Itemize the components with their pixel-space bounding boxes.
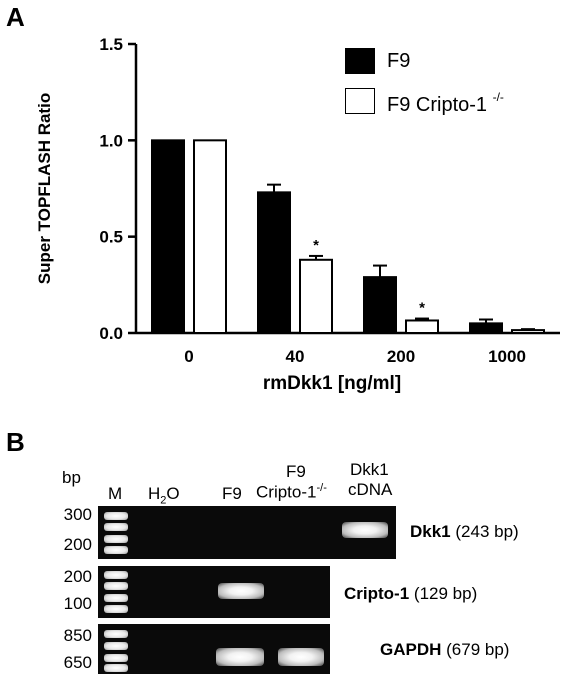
ladder-band — [104, 523, 128, 531]
legend-swatch-ko — [345, 88, 375, 114]
ladder-band — [104, 654, 128, 662]
gene-label-gapdh: GAPDH (679 bp) — [380, 640, 509, 660]
gene-label-cripto1: Cripto-1 (129 bp) — [344, 584, 477, 604]
x-tick-label: 200 — [387, 347, 415, 366]
bar-f9-1000 — [470, 323, 502, 333]
gel-row-dkk1 — [98, 506, 396, 559]
bp-label-row3-bottom: 650 — [48, 653, 92, 673]
gel-row-gapdh — [98, 624, 330, 674]
lane-label-h2o: H2O — [148, 484, 180, 506]
legend: F9 F9 Cripto-1 -/- — [345, 48, 555, 120]
bp-label-row1-bottom: 200 — [48, 535, 92, 555]
ladder-band — [104, 664, 128, 672]
ladder-band — [104, 582, 128, 590]
lane-label-dkk-line2: cDNA — [348, 480, 392, 500]
lane-label-h2o-o: O — [166, 484, 179, 503]
gene-size-dkk1: (243 bp) — [455, 522, 518, 541]
panel-b-label: B — [6, 427, 25, 458]
lane-label-ko-sup: -/- — [316, 482, 326, 494]
y-tick-label: 0.5 — [99, 228, 123, 247]
bar-f9-40 — [258, 192, 290, 333]
y-tick-label: 0.0 — [99, 324, 123, 343]
ladder-band — [104, 594, 128, 602]
lane-label-f9: F9 — [222, 484, 242, 504]
y-tick-label: 1.5 — [99, 35, 123, 54]
legend-label-f9: F9 — [387, 50, 410, 73]
bar-cripto1-ko-0 — [194, 140, 226, 333]
significance-asterisk: * — [313, 237, 319, 254]
ko-gapdh-band — [278, 648, 324, 666]
bp-label-row2-top: 200 — [48, 567, 92, 587]
y-tick-label: 1.0 — [99, 131, 123, 150]
legend-label-ko-sup: -/- — [493, 90, 504, 104]
bp-label-row3-top: 850 — [48, 626, 92, 646]
gene-name-gapdh: GAPDH — [380, 640, 441, 659]
bar-cripto1-ko-200 — [406, 320, 438, 333]
bar-f9-200 — [364, 277, 396, 333]
lane-label-ko-line1: F9 — [286, 462, 306, 482]
bar-cripto1-ko-1000 — [512, 330, 544, 333]
lane-label-dkk-line1: Dkk1 — [350, 460, 389, 480]
ladder-band — [104, 571, 128, 579]
ladder-band — [104, 535, 128, 543]
lane-label-h2o-h: H — [148, 484, 160, 503]
legend-label-ko-text: F9 Cripto-1 — [387, 94, 487, 116]
bar-cripto1-ko-40 — [300, 260, 332, 333]
ladder-band — [104, 642, 128, 650]
bp-label-row2-bottom: 100 — [48, 594, 92, 614]
lane-label-marker: M — [108, 484, 122, 504]
f9-cripto1-band — [218, 583, 264, 599]
dkk1-cdna-band — [342, 522, 388, 538]
x-tick-label: 1000 — [488, 347, 526, 366]
gene-name-cripto1: Cripto-1 — [344, 584, 409, 603]
ladder-band — [104, 546, 128, 554]
legend-label-ko: F9 Cripto-1 -/- — [387, 90, 504, 117]
gene-name-dkk1: Dkk1 — [410, 522, 451, 541]
ladder-band — [104, 630, 128, 638]
y-axis-title: Super TOPFLASH Ratio — [35, 93, 54, 284]
bp-label-row1-top: 300 — [48, 505, 92, 525]
x-tick-label: 0 — [184, 347, 193, 366]
gene-label-dkk1: Dkk1 (243 bp) — [410, 522, 519, 542]
gel-row-cripto1 — [98, 566, 330, 618]
significance-asterisk: * — [419, 300, 425, 317]
bp-header: bp — [62, 468, 81, 488]
ladder-band — [104, 512, 128, 520]
ladder-band — [104, 605, 128, 613]
x-axis-title: rmDkk1 [ng/ml] — [263, 373, 401, 394]
chart-bars — [152, 140, 544, 333]
bar-f9-0 — [152, 140, 184, 333]
gene-size-gapdh: (679 bp) — [446, 640, 509, 659]
lane-label-ko-line2: Cripto-1-/- — [256, 482, 327, 503]
lane-label-ko-text: Cripto-1 — [256, 483, 316, 502]
legend-swatch-f9 — [345, 48, 375, 74]
f9-gapdh-band — [216, 648, 264, 666]
gene-size-cripto1: (129 bp) — [414, 584, 477, 603]
x-tick-label: 40 — [286, 347, 305, 366]
